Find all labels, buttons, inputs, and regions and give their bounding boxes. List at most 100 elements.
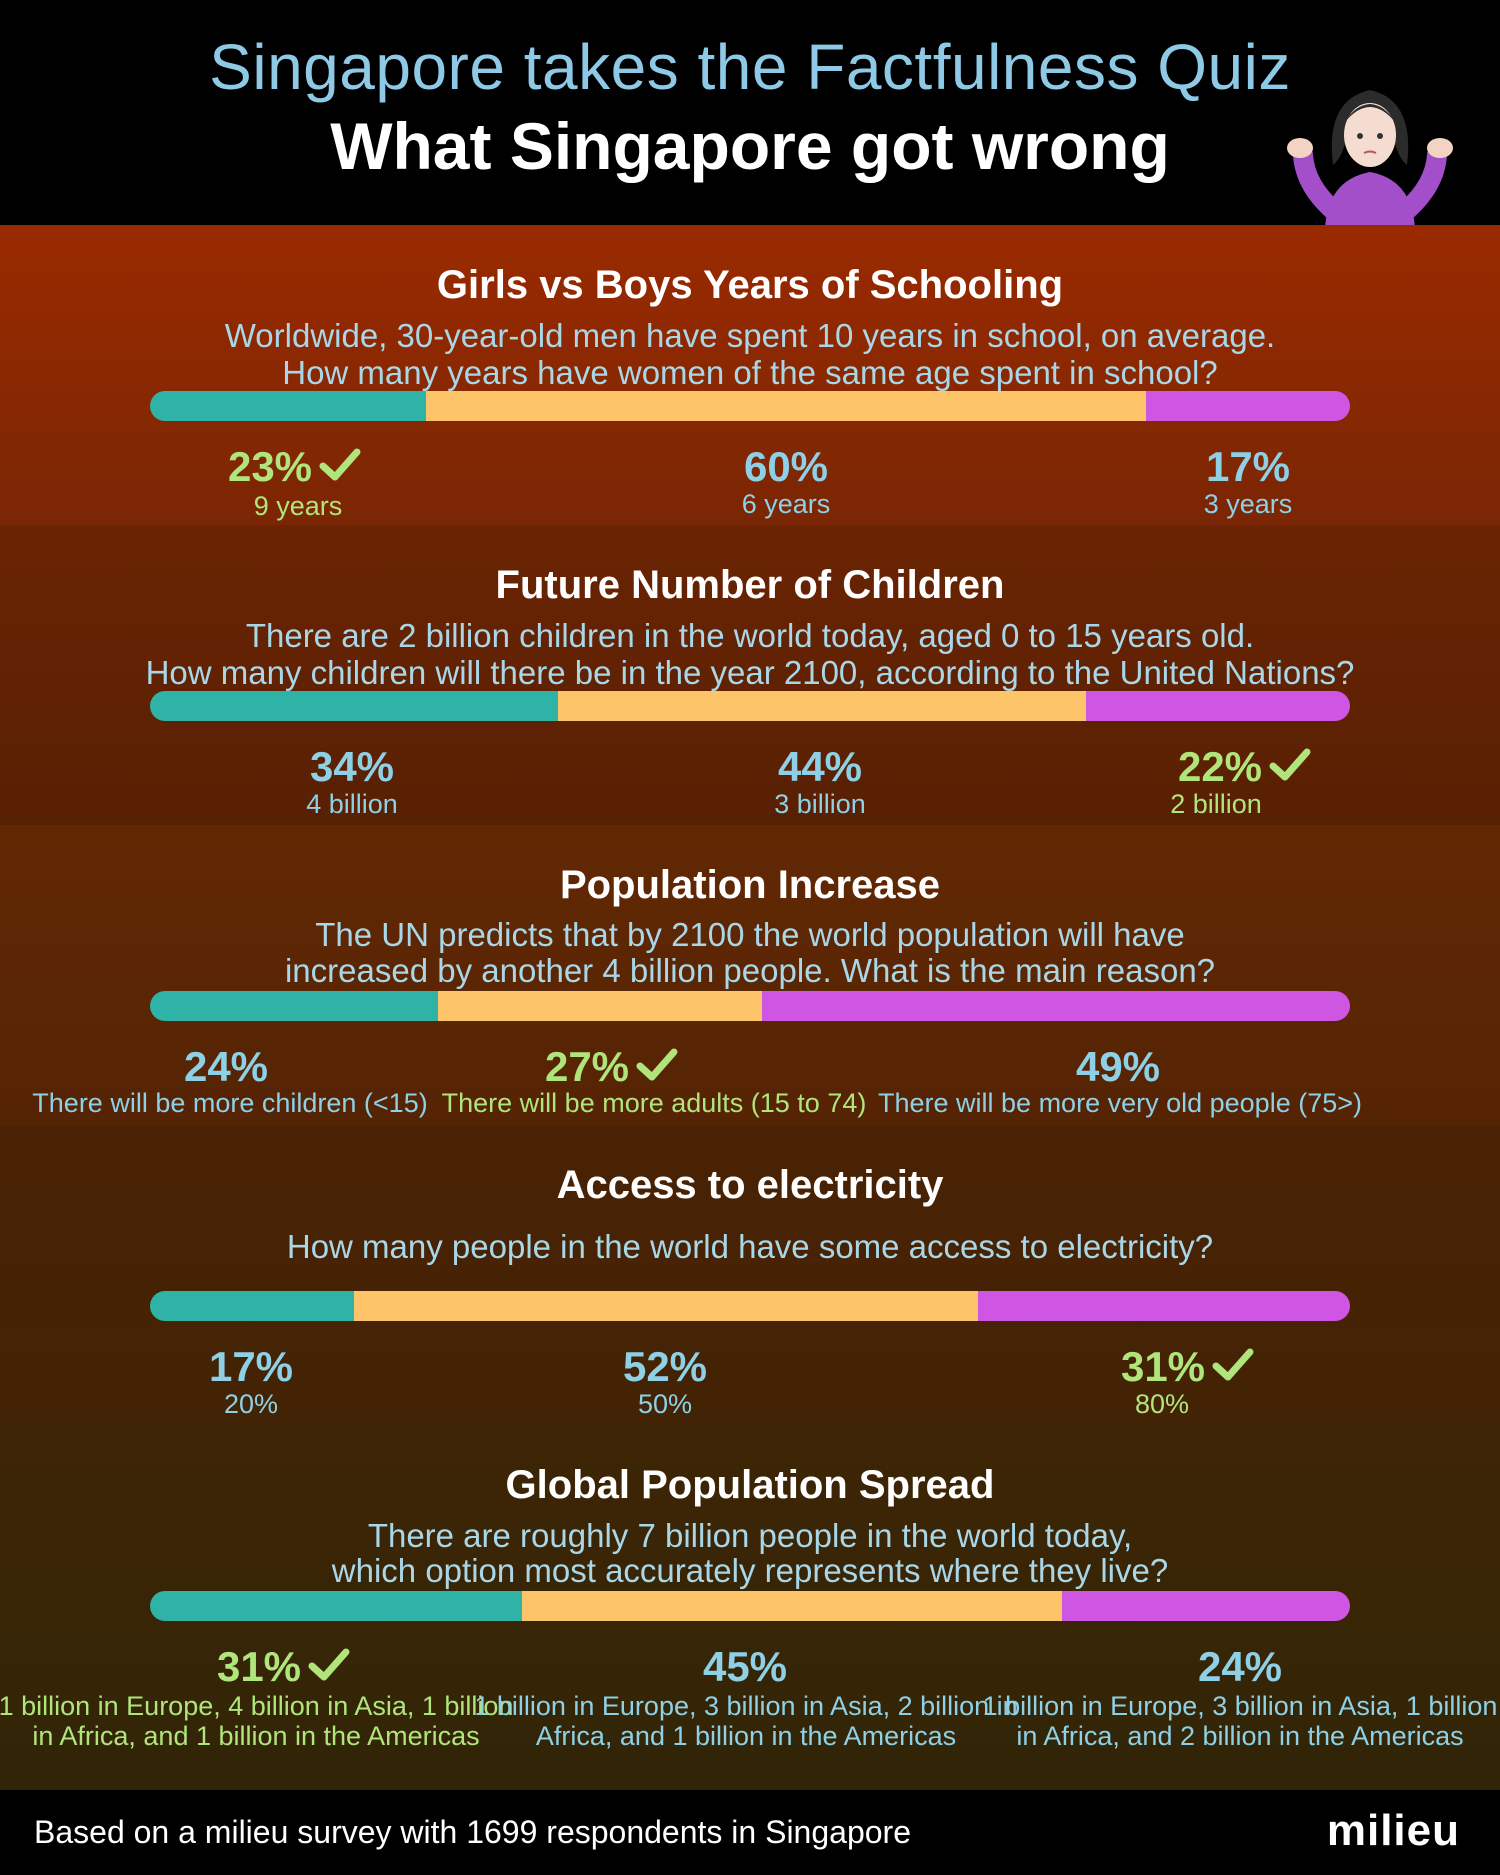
answer-label-line: 4 billion <box>306 789 398 819</box>
answer-label: 80% <box>1135 1389 1189 1419</box>
percent-value: 27% <box>544 1043 630 1090</box>
answer-label: 3 years <box>1204 489 1293 519</box>
percent-value: 52% <box>622 1343 708 1390</box>
question-section: Girls vs Boys Years of Schooling Worldwi… <box>0 225 1500 525</box>
answer-label: 50% <box>638 1389 692 1419</box>
percent-value: 31% <box>1120 1343 1206 1390</box>
question-text: which option most accurately represents … <box>331 1552 1169 1589</box>
question-section: Global Population Spread There are rough… <box>0 1425 1500 1790</box>
percent-value: 31% <box>216 1643 302 1690</box>
bar-segment <box>558 691 1086 721</box>
answer-label-line: 50% <box>637 1389 693 1419</box>
question-title: Future Number of Children <box>495 563 1005 607</box>
bar-segment <box>150 691 558 721</box>
footer: Based on a milieu survey with 1699 respo… <box>0 1790 1500 1875</box>
percent-value: 24% <box>1197 1643 1283 1690</box>
answer-label: 4 billion <box>306 789 398 819</box>
answer-label: 20% <box>224 1389 278 1419</box>
bar-segment <box>150 1291 354 1321</box>
percent-value: 22% <box>1177 743 1263 790</box>
answer-label-line: 20% <box>223 1389 279 1419</box>
question-title: Global Population Spread <box>505 1463 995 1507</box>
percent-value: 34% <box>309 743 395 790</box>
milieu-logo: milieu <box>1326 1806 1460 1855</box>
answer-label: There will be more very old people (75>) <box>878 1088 1362 1118</box>
question-title: Girls vs Boys Years of Schooling <box>436 263 1064 307</box>
answer-bar <box>150 391 1350 421</box>
percent-value: 60% <box>743 443 829 490</box>
header-title: What Singapore got wrong <box>330 109 1170 183</box>
question-text: How many years have women of the same ag… <box>282 354 1218 391</box>
header-subtitle: Singapore takes the Factfulness Quiz <box>209 31 1291 103</box>
answer-label: 2 billion <box>1170 789 1262 819</box>
bar-segment <box>762 991 1350 1021</box>
answer-label-line: There will be more children (<15) <box>32 1088 428 1118</box>
answer-label-line: 80% <box>1134 1389 1190 1419</box>
answer-bar <box>150 1291 1350 1321</box>
answer-label-line: 1 billion in Europe, 3 billion in Asia, … <box>474 1691 1018 1721</box>
question-text: The UN predicts that by 2100 the world p… <box>315 916 1185 953</box>
bar-segment <box>522 1591 1062 1621</box>
answer-label-line: 3 billion <box>774 789 866 819</box>
question-text: How many people in the world have some a… <box>286 1228 1214 1265</box>
answer-percent: 17% <box>209 1343 293 1391</box>
question-section: Access to electricity How many people in… <box>0 1125 1500 1425</box>
answer-label: 9 years <box>254 491 343 521</box>
answer-percent: 60% <box>744 443 828 491</box>
question-title: Access to electricity <box>556 1163 944 1207</box>
answer-label-line: There will be more very old people (75>) <box>878 1088 1362 1118</box>
footer-note: Based on a milieu survey with 1699 respo… <box>34 1814 911 1850</box>
answer-bar <box>150 991 1350 1021</box>
answer-bar <box>150 1591 1350 1621</box>
answer-bar <box>150 691 1350 721</box>
answer-percent: 27% <box>545 1043 679 1091</box>
answer-percent: 52% <box>623 1343 707 1391</box>
percent-value: 24% <box>183 1043 269 1090</box>
bar-segment <box>426 391 1146 421</box>
answer-label: There will be more adults (15 to 74) <box>442 1088 867 1118</box>
answer-percent: 31% <box>217 1643 351 1691</box>
question-section: Population Increase The UN predicts that… <box>0 825 1500 1125</box>
answer-percent: 31% <box>1121 1343 1255 1391</box>
bar-segment <box>978 1291 1350 1321</box>
shrugging-woman-icon <box>1287 90 1453 230</box>
answer-label-line: Africa, and 1 billion in the Americas <box>535 1721 957 1751</box>
answer-label: 1 billion in Europe, 3 billion in Asia, … <box>474 1691 1017 1751</box>
question-section: Future Number of Children There are 2 bi… <box>0 525 1500 825</box>
checkmark-icon <box>319 448 361 481</box>
answer-percent: 44% <box>778 743 862 791</box>
answer-label: 1 billion in Europe, 3 billion in Asia, … <box>983 1691 1498 1751</box>
bar-segment <box>1086 691 1350 721</box>
checkmark-icon <box>308 1648 350 1681</box>
answer-label: 3 billion <box>774 789 866 819</box>
answer-label-line: in Africa, and 2 billion in the Americas <box>1016 1721 1464 1751</box>
question-text: Worldwide, 30-year-old men have spent 10… <box>224 317 1276 354</box>
checkmark-icon <box>1212 1348 1254 1381</box>
percent-value: 17% <box>1205 443 1291 490</box>
percent-value: 17% <box>208 1343 294 1390</box>
header: Singapore takes the Factfulness Quiz Wha… <box>0 0 1500 230</box>
answer-label-line: There will be more adults (15 to 74) <box>441 1088 867 1118</box>
bar-segment <box>150 1591 522 1621</box>
question-text: increased by another 4 billion people. W… <box>284 952 1216 989</box>
bar-segment <box>1062 1591 1350 1621</box>
answer-label-line: 9 years <box>253 491 343 521</box>
bar-segment <box>438 991 762 1021</box>
question-text: There are roughly 7 billion people in th… <box>367 1517 1133 1554</box>
answer-percent: 17% <box>1206 443 1290 491</box>
percent-value: 44% <box>777 743 863 790</box>
answer-percent: 45% <box>703 1643 787 1691</box>
bar-segment <box>150 391 426 421</box>
bar-segment <box>150 991 438 1021</box>
percent-value: 49% <box>1075 1043 1161 1090</box>
answer-label-line: 3 years <box>1203 489 1293 519</box>
answer-percent: 24% <box>184 1043 268 1091</box>
checkmark-icon <box>1269 748 1311 781</box>
answer-percent: 49% <box>1076 1043 1160 1091</box>
bar-segment <box>1146 391 1350 421</box>
answer-percent: 24% <box>1198 1643 1282 1691</box>
answer-label-line: in Africa, and 1 billion in the Americas <box>32 1721 480 1751</box>
answer-label: 6 years <box>742 489 831 519</box>
answer-percent: 34% <box>310 743 394 791</box>
question-title: Population Increase <box>559 863 941 907</box>
